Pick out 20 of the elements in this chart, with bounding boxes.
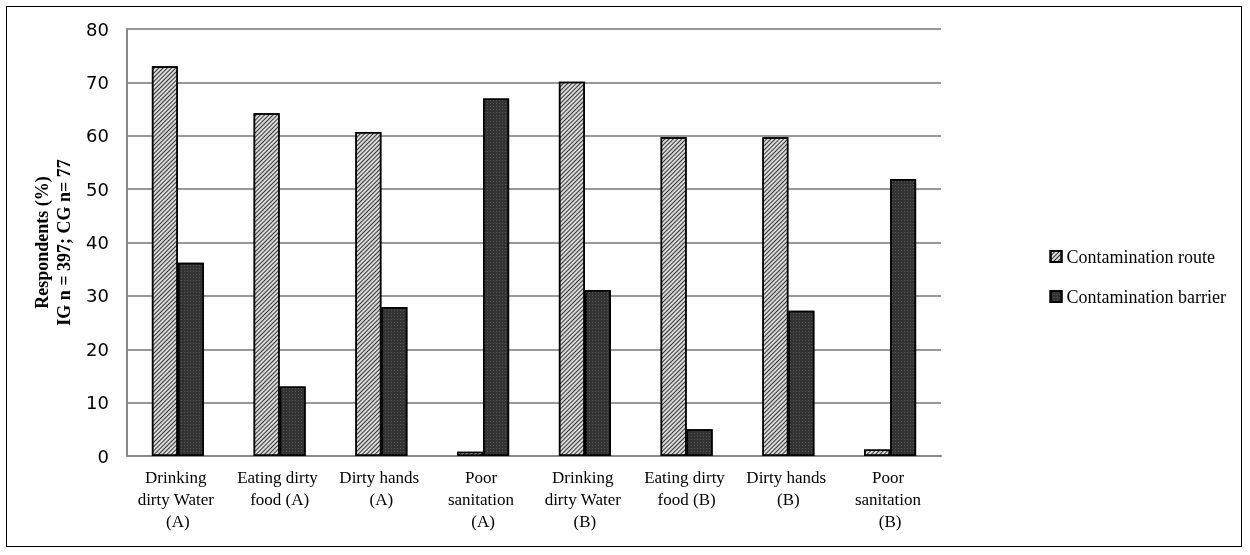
x-tick-label: Drinking dirty Water (B) bbox=[544, 467, 626, 531]
x-tick-label: Poor sanitation (A) bbox=[447, 467, 519, 531]
y-tick-label: 40 bbox=[86, 232, 109, 253]
y-tick-label: 30 bbox=[86, 285, 109, 307]
y-tick-label: 70 bbox=[86, 71, 109, 93]
y-tick-label: 80 bbox=[86, 18, 109, 40]
x-tick-label: Eating dirty food (B) bbox=[644, 467, 730, 509]
x-tick-label: Dirty hands (B) bbox=[746, 467, 831, 509]
y-tick-label: 0 bbox=[97, 445, 109, 467]
y-tick-label: 20 bbox=[86, 338, 109, 360]
legend-label: Contamination route bbox=[1066, 246, 1216, 267]
y-tick-label: 50 bbox=[86, 178, 109, 200]
y-tick-label: 10 bbox=[86, 392, 109, 414]
y-axis-title: Respondents (%) IG n = 397; CG n= 77 bbox=[32, 159, 75, 326]
legend-label: Contamination barrier bbox=[1066, 286, 1227, 307]
x-tick-label: Poor sanitation (B) bbox=[854, 467, 926, 531]
x-tick-label: Drinking dirty Water (A) bbox=[137, 467, 219, 531]
y-tick-label: 60 bbox=[86, 125, 109, 147]
x-tick-label: Dirty hands (A) bbox=[339, 467, 424, 509]
x-tick-label: Eating dirty food (A) bbox=[237, 467, 323, 509]
